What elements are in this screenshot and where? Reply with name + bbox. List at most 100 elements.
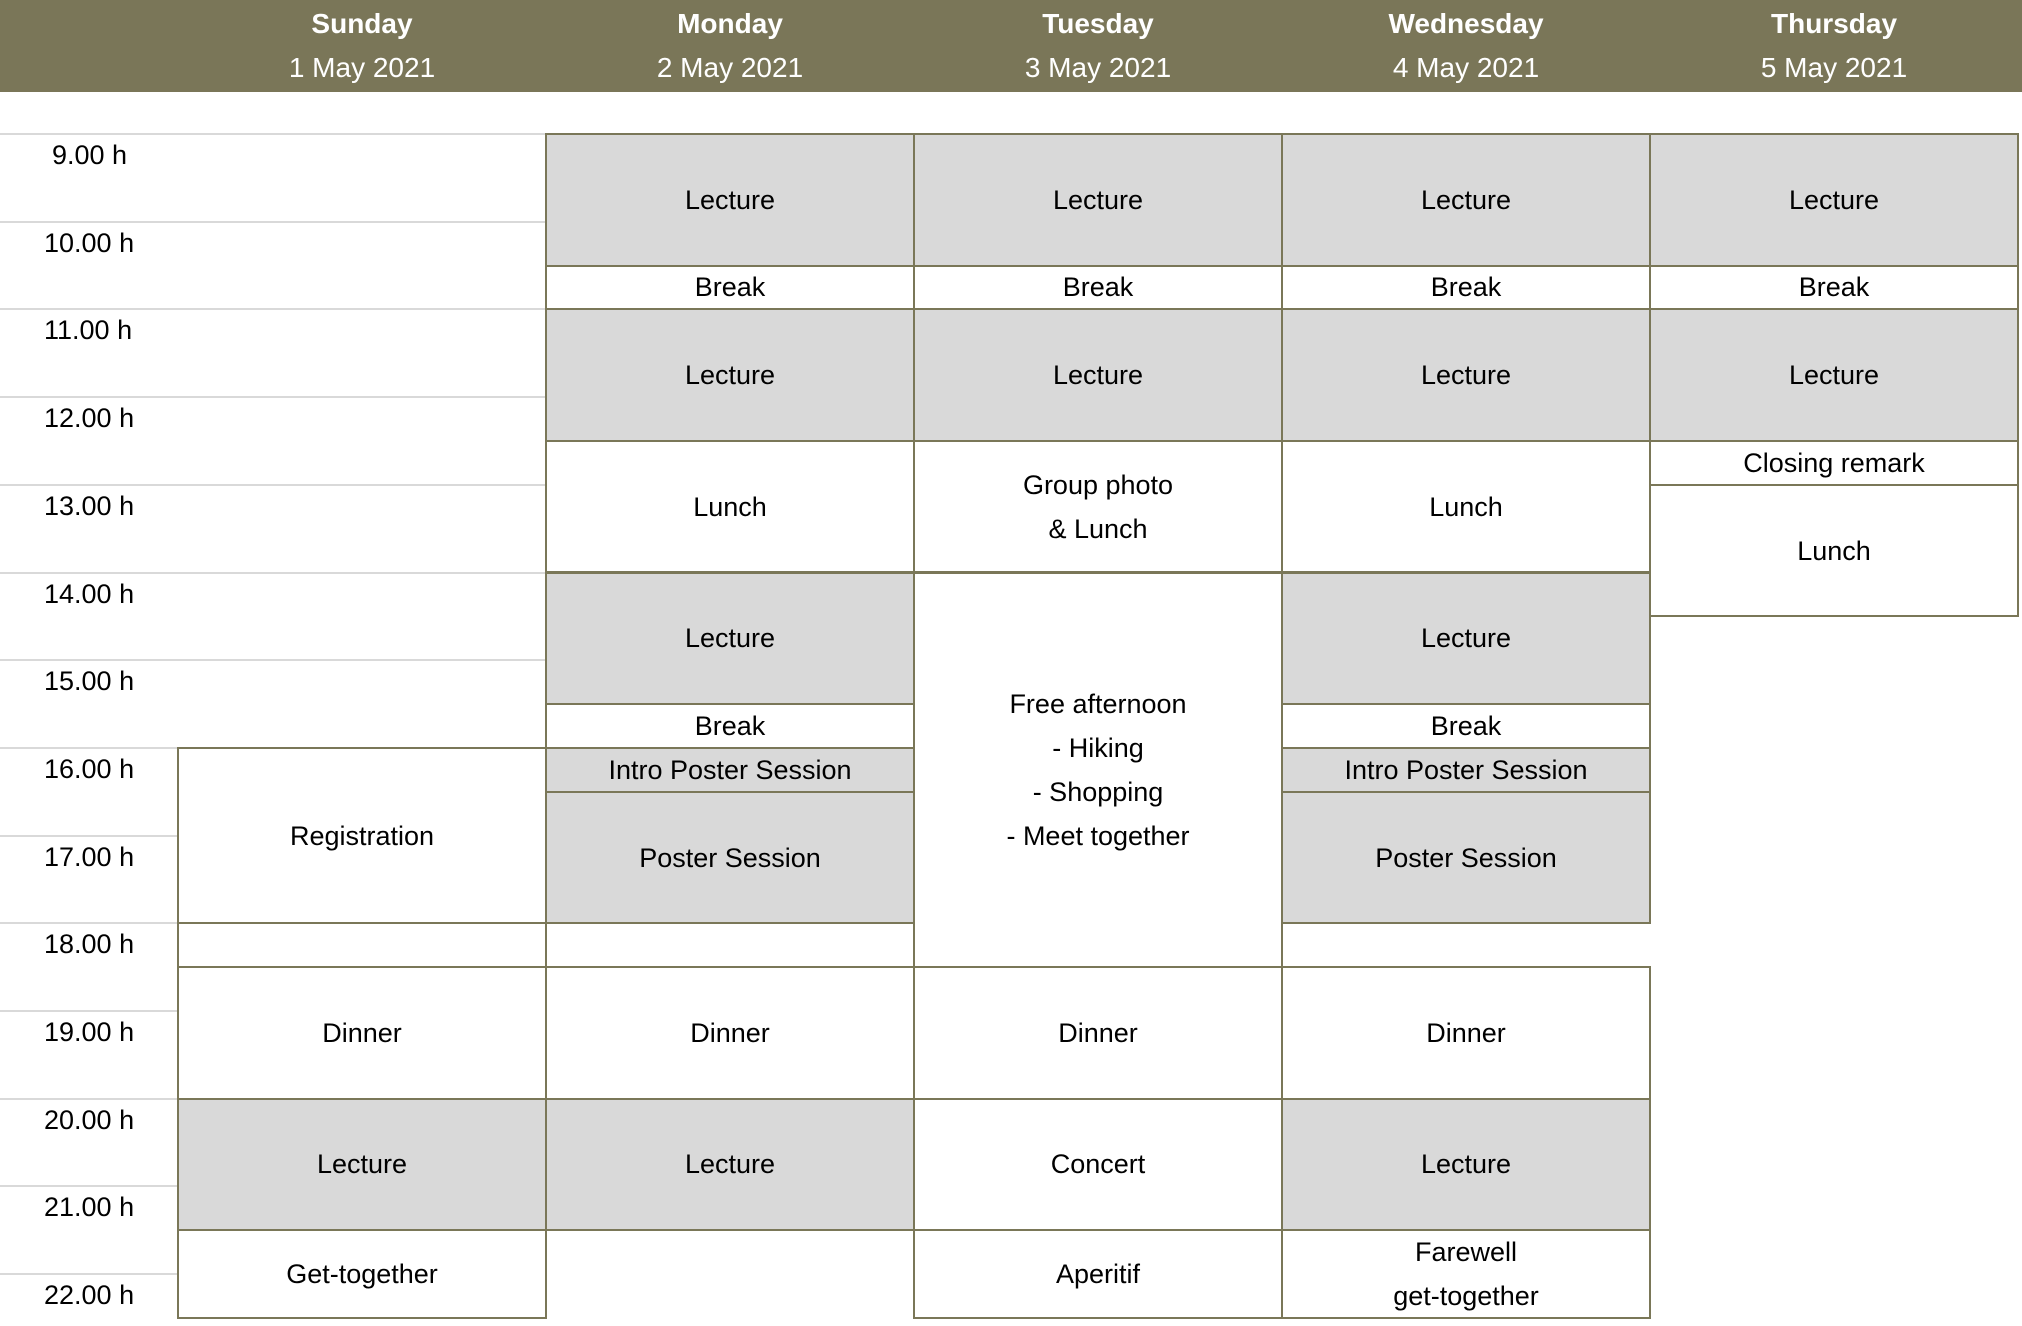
event-block[interactable]: Free afternoon - Hiking - Shopping - Mee… bbox=[913, 571, 1283, 969]
day-header-monday: Monday 2 May 2021 bbox=[546, 0, 914, 92]
event-block[interactable]: Lecture bbox=[545, 571, 915, 706]
event-block[interactable] bbox=[545, 922, 915, 969]
event-label: Lecture bbox=[684, 1149, 776, 1180]
event-block[interactable]: Break bbox=[545, 264, 915, 311]
event-label: Lecture bbox=[1420, 184, 1512, 215]
event-block[interactable]: Aperitif bbox=[913, 1229, 1283, 1319]
day-header-sunday: Sunday 1 May 2021 bbox=[178, 0, 546, 92]
event-block[interactable]: Farewell get-together bbox=[1281, 1229, 1651, 1319]
event-label: Break bbox=[1430, 272, 1502, 303]
event-block[interactable]: Lecture bbox=[913, 308, 1283, 442]
event-label: Lecture bbox=[1420, 1149, 1512, 1180]
event-label: Poster Session bbox=[639, 842, 821, 873]
time-label: 16.00 h bbox=[44, 753, 135, 784]
event-block[interactable]: Closing remark bbox=[1649, 439, 2019, 486]
event-block[interactable]: Dinner bbox=[1281, 966, 1651, 1100]
event-label: Intro Poster Session bbox=[608, 754, 852, 785]
event-label: Concert bbox=[1050, 1149, 1146, 1180]
event-label: Lecture bbox=[684, 360, 776, 391]
event-label: Break bbox=[1062, 272, 1134, 303]
event-block[interactable]: Lecture bbox=[1281, 571, 1651, 706]
event-block[interactable]: Lecture bbox=[1281, 1097, 1651, 1232]
event-block[interactable]: Poster Session bbox=[545, 790, 915, 925]
day-name: Sunday bbox=[311, 8, 413, 39]
event-block[interactable]: Lecture bbox=[1281, 308, 1651, 442]
event-block[interactable]: Break bbox=[1281, 264, 1651, 311]
event-block[interactable]: Lecture bbox=[1649, 133, 2019, 267]
day-header-wednesday: Wednesday 4 May 2021 bbox=[1282, 0, 1650, 92]
event-block[interactable]: Lunch bbox=[545, 439, 915, 574]
day-name: Tuesday bbox=[1042, 8, 1154, 39]
event-block[interactable]: Break bbox=[545, 703, 915, 749]
hour-gridline bbox=[0, 483, 546, 486]
time-label: 13.00 h bbox=[44, 490, 135, 521]
day-name: Thursday bbox=[1770, 8, 1898, 39]
event-block[interactable]: Lecture bbox=[1281, 133, 1651, 267]
time-label: 15.00 h bbox=[44, 666, 135, 697]
time-label: 12.00 h bbox=[44, 403, 135, 434]
event-label: Group photo & Lunch bbox=[1022, 469, 1174, 544]
hour-gridline bbox=[0, 220, 546, 223]
time-label: 17.00 h bbox=[44, 841, 135, 872]
event-block[interactable] bbox=[177, 922, 547, 969]
day-date: 1 May 2021 bbox=[288, 52, 436, 83]
event-label: Lecture bbox=[1420, 360, 1512, 391]
event-label: Lecture bbox=[684, 623, 776, 654]
event-label: Break bbox=[694, 272, 766, 303]
event-label: Lecture bbox=[1788, 184, 1880, 215]
day-date: 2 May 2021 bbox=[656, 52, 804, 83]
event-block[interactable]: Lecture bbox=[913, 133, 1283, 267]
event-label: Lecture bbox=[1788, 360, 1880, 391]
event-label: Registration bbox=[289, 820, 435, 851]
event-label: Lecture bbox=[684, 184, 776, 215]
time-label: 11.00 h bbox=[44, 315, 133, 346]
event-label: Dinner bbox=[690, 1017, 770, 1048]
event-label: Closing remark bbox=[1743, 447, 1925, 478]
time-label: 22.00 h bbox=[44, 1280, 135, 1311]
event-label: Break bbox=[694, 710, 766, 741]
hour-gridline bbox=[0, 571, 546, 574]
event-label: Break bbox=[1798, 272, 1870, 303]
event-block[interactable]: Lunch bbox=[1649, 483, 2019, 618]
event-block[interactable]: Lecture bbox=[545, 133, 915, 267]
day-header-tuesday: Tuesday 3 May 2021 bbox=[914, 0, 1282, 92]
time-label: 9.00 h bbox=[52, 140, 128, 170]
event-label: Farewell get-together bbox=[1393, 1237, 1539, 1312]
event-block[interactable]: Break bbox=[913, 264, 1283, 311]
event-block[interactable]: Lecture bbox=[1649, 308, 2019, 442]
event-label: Lecture bbox=[1052, 360, 1144, 391]
event-label: Dinner bbox=[322, 1017, 402, 1048]
hour-gridline bbox=[0, 308, 546, 311]
time-label: 21.00 h bbox=[44, 1192, 135, 1223]
time-label: 10.00 h bbox=[44, 227, 135, 258]
event-block[interactable]: Intro Poster Session bbox=[545, 746, 915, 793]
time-label: 20.00 h bbox=[44, 1104, 135, 1135]
event-block[interactable]: Break bbox=[1649, 264, 2019, 311]
event-block[interactable]: Registration bbox=[177, 746, 547, 925]
day-date: 3 May 2021 bbox=[1024, 52, 1172, 83]
event-block[interactable]: Lecture bbox=[545, 308, 915, 442]
hour-gridline bbox=[0, 133, 546, 135]
event-label: Lunch bbox=[693, 491, 767, 522]
event-block[interactable]: Lecture bbox=[545, 1097, 915, 1232]
event-block[interactable]: Intro Poster Session bbox=[1281, 746, 1651, 793]
event-block[interactable]: Poster Session bbox=[1281, 790, 1651, 925]
day-date: 4 May 2021 bbox=[1392, 52, 1540, 83]
event-label: Aperitif bbox=[1055, 1259, 1141, 1290]
event-block[interactable]: Concert bbox=[913, 1097, 1283, 1232]
day-header-thursday: Thursday 5 May 2021 bbox=[1650, 0, 2018, 92]
event-block[interactable]: Dinner bbox=[913, 966, 1283, 1100]
time-label: 14.00 h bbox=[44, 578, 135, 609]
schedule-header: Sunday 1 May 2021 Monday 2 May 2021 Tuesday 3… bbox=[0, 0, 2022, 92]
event-block[interactable]: Lunch bbox=[1281, 439, 1651, 574]
event-block[interactable]: Get-together bbox=[177, 1229, 547, 1319]
event-block[interactable]: Group photo & Lunch bbox=[913, 439, 1283, 574]
event-block[interactable]: Break bbox=[1281, 703, 1651, 749]
day-name: Wednesday bbox=[1388, 8, 1544, 39]
event-label: Get-together bbox=[286, 1259, 438, 1290]
event-block[interactable]: Lecture bbox=[177, 1097, 547, 1232]
event-block[interactable]: Dinner bbox=[177, 966, 547, 1100]
event-label: Poster Session bbox=[1375, 842, 1557, 873]
time-label: 19.00 h bbox=[44, 1017, 135, 1047]
event-block[interactable]: Dinner bbox=[545, 966, 915, 1100]
